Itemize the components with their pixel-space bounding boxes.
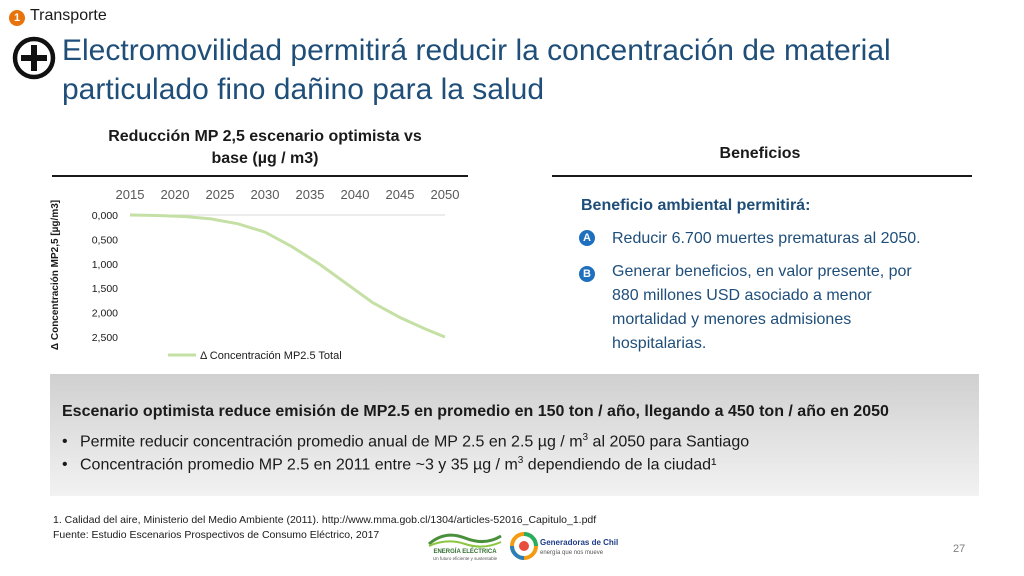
x-tick-label: 2030: [251, 187, 280, 202]
benefit-badge-a: A: [579, 230, 595, 246]
y-tick-label: 0,000: [92, 210, 118, 222]
benefit-line: Reducir 6.700 muertes prematuras al 2050…: [612, 230, 921, 247]
slide-title: Electromovilidad permitirá reducir la co…: [62, 34, 891, 106]
benefit-line: mortalidad y menores admisiones: [612, 311, 852, 328]
benefit-badge-b: B: [579, 266, 595, 282]
series-points: [129, 214, 446, 338]
x-tick-label: 2020: [161, 187, 190, 202]
energia-logo-tagline: Un futuro eficiente y sustentable: [433, 556, 498, 561]
y-tick-label: 2,000: [92, 308, 118, 320]
x-tick-label: 2045: [386, 187, 415, 202]
generadoras-logo-tagline: energía que nos mueve: [540, 550, 604, 556]
section-number-badge: 1: [9, 10, 25, 26]
y-axis-ticks: 0,000 0,500 1,000 1,500 2,000 2,500: [92, 210, 118, 344]
footnote-source: Fuente: Estudio Escenarios Prospectivos …: [53, 529, 380, 541]
summary-text: al 2050 para Santiago: [588, 433, 750, 451]
y-tick-label: 1,000: [92, 259, 118, 271]
section-label: Transporte: [30, 7, 107, 24]
benefits-title-rule: [552, 175, 972, 177]
footnote-reference: 1. Calidad del aire, Ministerio del Medi…: [53, 514, 597, 526]
benefit-item-b: Generar beneficios, en valor presente, p…: [612, 260, 912, 356]
x-tick-label: 2015: [116, 187, 145, 202]
benefit-line: 880 millones USD asociado a menor: [612, 287, 872, 304]
benefit-line: hospitalarias.: [612, 335, 707, 352]
summary-bullet-2: • Concentración promedio MP 2.5 en 2011 e…: [62, 450, 716, 476]
x-tick-label: 2050: [431, 187, 460, 202]
generadoras-de-chile-logo: Generadoras de Chile energía que nos mue…: [510, 532, 618, 560]
series-line: [129, 213, 446, 339]
summary-heading: Escenario optimista reduce emisión de MP…: [62, 403, 889, 420]
energia-electrica-logo: ENERGÍA ELÉCTRICA Un futuro eficiente y …: [428, 533, 502, 561]
summary-text: Concentración promedio MP 2.5 en 2011 en…: [80, 456, 518, 474]
summary-text: Permite reducir concentración promedio a…: [80, 433, 583, 451]
plus-circle-icon: [12, 36, 56, 80]
x-tick-label: 2035: [296, 187, 325, 202]
benefit-heading: Beneficio ambiental permitirá:: [581, 197, 811, 214]
superscript: 3: [517, 455, 524, 466]
chart-title-rule: [52, 175, 468, 177]
y-axis-label: Δ Concentración MP2,5 [µg/m3]: [50, 200, 61, 350]
generadoras-logo-name: Generadoras de Chile: [540, 538, 618, 547]
legend-label: Δ Concentración MP2.5 Total: [200, 350, 342, 362]
line-chart: 2015 2020 2025 2030 2035 2040 2045 2050 0,0000,…: [50, 187, 460, 362]
summary-bullet-1: • Permite reducir concentración promedio …: [62, 427, 749, 453]
summary-box: [50, 374, 979, 496]
benefit-line: Generar beneficios, en valor presente, p…: [612, 263, 912, 280]
y-tick-label: 2,500: [92, 332, 118, 344]
benefit-item-a: Reducir 6.700 muertes prematuras al 2050…: [612, 227, 921, 251]
y-tick-label: 0,500: [92, 234, 118, 246]
x-tick-label: 2040: [341, 187, 370, 202]
x-tick-label: 2025: [206, 187, 235, 202]
page-number: 27: [953, 543, 966, 555]
bullet: •: [62, 433, 68, 451]
benefits-title: Beneficios: [719, 145, 801, 162]
y-tick-label: 1,500: [92, 283, 118, 295]
chart-title: Reducción MP 2,5 escenario optimista vs …: [108, 128, 422, 167]
bullet: •: [62, 456, 68, 474]
summary-text: dependiendo de la ciudad¹: [523, 456, 717, 474]
energia-logo-name: ENERGÍA ELÉCTRICA: [433, 547, 497, 555]
superscript: 3: [582, 432, 589, 443]
x-axis-ticks: 2015 2020 2025 2030 2035 2040 2045 2050: [116, 187, 460, 202]
